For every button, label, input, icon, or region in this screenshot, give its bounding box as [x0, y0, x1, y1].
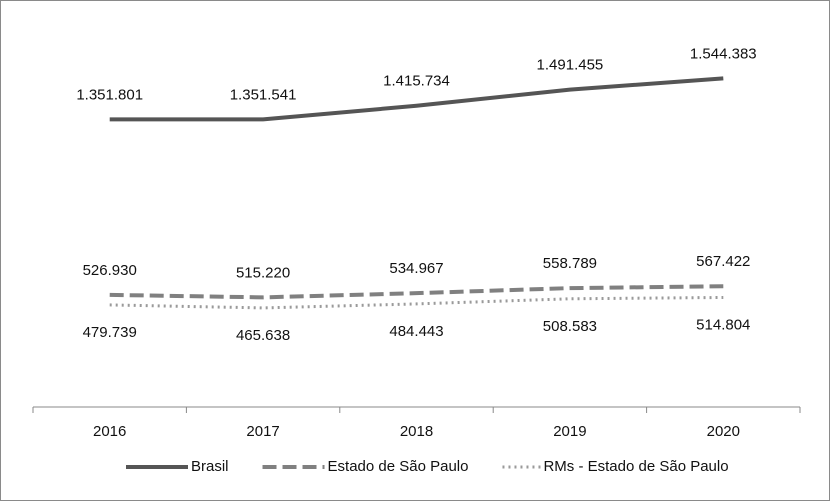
x-tick-label: 2017: [246, 423, 279, 440]
data-label: 567.422: [696, 253, 750, 270]
data-label: 558.789: [543, 255, 597, 272]
data-label: 1.415.734: [383, 73, 450, 90]
data-label: 1.491.455: [537, 57, 604, 74]
legend-label: Brasil: [191, 458, 229, 475]
data-label: 465.638: [236, 327, 290, 344]
data-label: 1.351.801: [76, 86, 143, 103]
data-label: 1.544.383: [690, 45, 757, 62]
legend-label: Estado de São Paulo: [328, 458, 469, 475]
data-label: 515.220: [236, 264, 290, 281]
data-label: 484.443: [389, 323, 443, 340]
data-label: 508.583: [543, 318, 597, 335]
data-label: 479.739: [83, 324, 137, 341]
series-line: [109, 284, 724, 300]
data-label: 526.930: [83, 262, 137, 279]
x-tick-label: 2020: [707, 423, 740, 440]
x-tick-label: 2019: [553, 423, 586, 440]
legend-label: RMs - Estado de São Paulo: [543, 458, 728, 475]
data-label: 514.804: [696, 316, 750, 333]
x-tick-label: 2016: [93, 423, 126, 440]
series-line: [109, 76, 724, 122]
series-line: [109, 295, 724, 310]
data-label: 534.967: [389, 260, 443, 277]
data-label: 1.351.541: [230, 86, 297, 103]
x-tick-label: 2018: [400, 423, 433, 440]
